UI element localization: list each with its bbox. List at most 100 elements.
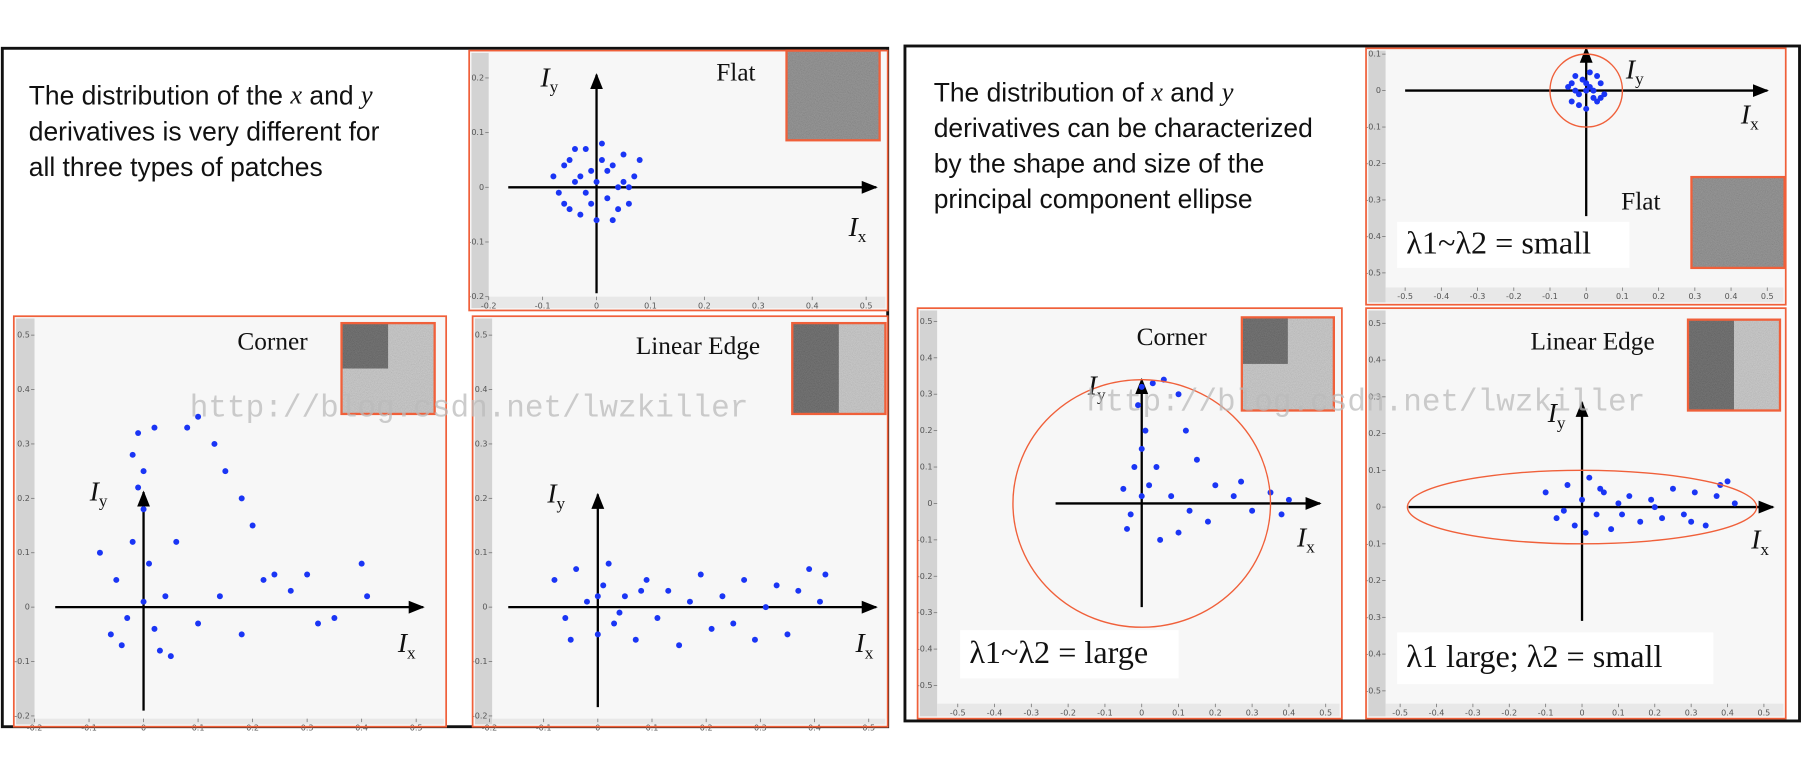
data-point [358,560,365,567]
text-run: all three types of patches [29,152,323,182]
data-point [1597,485,1604,492]
x-tick-label: 0.4 [1283,708,1296,717]
y-tick-label: -0.4 [1365,232,1381,241]
patch-border [1240,316,1335,412]
y-tick-label: 0.2 [17,494,30,503]
x-axis-label-base: I [848,211,860,242]
data-point [1204,518,1211,525]
data-point [609,217,616,224]
y-tick-label: -0.2 [14,711,30,720]
data-point [1571,522,1578,529]
data-point [751,636,758,643]
text-run: derivatives can be characterized [934,113,1313,143]
x-tick-label: 0.2 [1648,708,1661,717]
data-point [1579,76,1586,83]
y-axis-strip [1368,310,1386,717]
y-tick-label: 0.5 [17,331,30,340]
text-run: by the shape and size of the [934,149,1265,179]
annotation-box [1397,221,1630,268]
x-axis-label-base: I [855,628,867,659]
data-point [593,217,600,224]
y-axis-label-sub: y [1635,69,1644,88]
data-point [593,178,600,185]
y-axis-strip [471,52,489,309]
data-point [551,576,558,583]
data-point [140,506,147,513]
data-point [562,615,569,622]
x-axis-label-sub: x [865,643,874,662]
y-tick-label: 0.1 [1368,50,1381,59]
y-tick-label: 0 [1376,503,1381,512]
y-tick-label: -0.1 [472,657,488,666]
data-point [1583,105,1590,112]
data-point [762,604,769,611]
text-run: and [1163,77,1222,107]
data-point [1138,383,1145,390]
patch-noise [341,323,435,414]
x-tick-label: -0.2 [482,723,498,732]
data-point [621,593,628,600]
data-point [1586,474,1593,481]
x-tick-label: -0.1 [81,723,97,732]
data-point [625,184,632,191]
y-tick-label: 0.2 [475,494,488,503]
data-point [1619,511,1626,518]
x-tick-label: 0.1 [646,723,659,732]
slide-text: derivatives can be characterized [934,113,1313,143]
y-tick-label: 0.4 [17,385,30,394]
y-tick-label: -0.2 [917,572,933,581]
data-point [571,178,578,185]
y-tick-label: 0.5 [1368,319,1381,328]
data-point [1565,83,1572,90]
watermark: http://blog.csdn.net/lwzkiller [1087,386,1646,421]
panel-border [12,315,448,728]
data-point [1193,456,1200,463]
data-point [1138,493,1145,500]
data-point [331,615,338,622]
data-point [1182,427,1189,434]
y-axis-label: Iy [539,62,558,97]
data-point [625,200,632,207]
y-tick-label: -0.2 [468,292,484,301]
x-tick-label: 0.3 [754,723,767,732]
data-point [1590,94,1597,101]
data-point [611,620,618,627]
y-tick-label: -0.2 [1365,576,1381,585]
x-axis-label: Ix [1296,522,1315,557]
y-tick-label: 0.3 [920,390,933,399]
data-point [1579,496,1586,503]
x-axis-label-sub: x [1306,537,1315,556]
slide-text: all three types of patches [29,152,323,182]
data-point [697,571,704,578]
data-point [1637,518,1644,525]
data-point [1168,493,1175,500]
x-axis-label-sub: x [858,227,867,246]
patch-border [1686,318,1782,412]
data-point [1572,87,1579,94]
y-tick-label: 0.3 [475,439,488,448]
data-point [1724,478,1731,485]
y-axis-label-base: I [546,478,558,509]
y-axis-label-sub: y [1097,386,1106,405]
data-point [1142,427,1149,434]
watermark: http://blog.csdn.net/lwzkiller [190,391,749,426]
data-point [577,173,584,180]
y-tick-label: 0.1 [1368,466,1381,475]
y-tick-label: -0.1 [468,237,484,246]
data-point [195,620,202,627]
panel-border [1365,307,1787,720]
x-axis-label-sub: x [407,643,416,662]
data-point [1615,500,1622,507]
data-point [1230,493,1237,500]
data-point [1568,80,1575,87]
data-point [1593,511,1600,518]
y-tick-label: 0.2 [471,73,484,82]
data-point [287,587,294,594]
data-point [686,598,693,605]
y-tick-label: -0.1 [1365,539,1381,548]
data-point [1669,485,1676,492]
x-axis-label-base: I [1296,522,1308,553]
data-point [598,156,605,163]
slide-text: The distribution of x and y [934,76,1234,107]
data-point [1648,496,1655,503]
